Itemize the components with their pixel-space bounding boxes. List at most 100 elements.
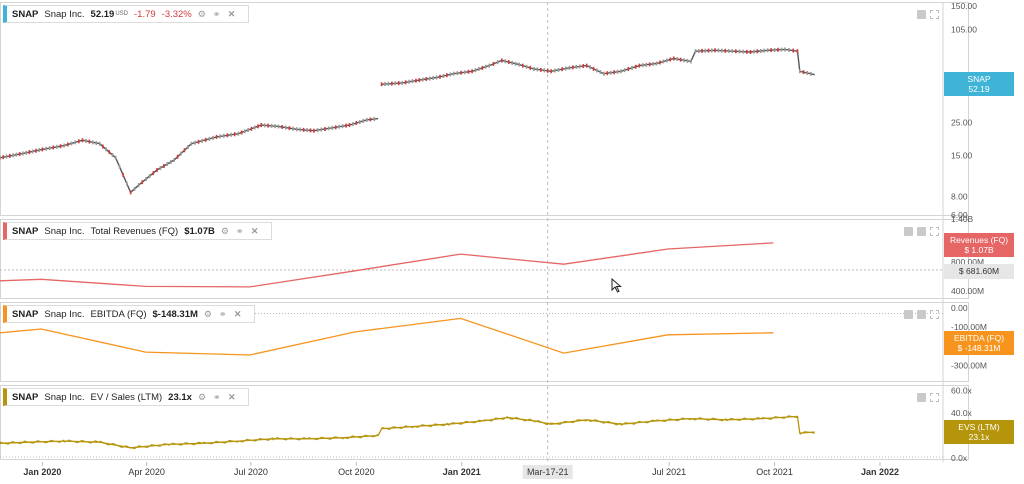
price-candle-up	[652, 61, 654, 66]
panel-expand-button[interactable]	[930, 393, 939, 402]
price-candle-down	[507, 60, 510, 65]
price-legend-company: Snap Inc.	[44, 8, 85, 20]
panel-collapse-button[interactable]	[917, 10, 926, 19]
price-candle-up	[631, 65, 633, 70]
price-candle-down	[240, 130, 243, 135]
price-candle-down	[638, 63, 641, 68]
price-candle-up	[95, 141, 98, 146]
price-candle-down	[67, 142, 69, 147]
price-series-line	[381, 48, 815, 85]
price-candle-up	[247, 128, 249, 133]
price-candle-up	[253, 125, 256, 130]
price-candle-up	[452, 71, 455, 76]
panel-move-button[interactable]	[917, 227, 926, 236]
price-candle-up	[578, 64, 581, 69]
panel-collapse-button[interactable]	[904, 227, 913, 236]
price-candle-down	[572, 65, 574, 70]
revenue-legend[interactable]: SNAP Snap Inc. Total Revenues (FQ) $1.07…	[3, 222, 272, 240]
close-icon[interactable]: ✕	[250, 225, 259, 236]
panel-expand-button[interactable]	[930, 227, 939, 236]
price-candle-down	[439, 74, 441, 79]
price-candle-up	[704, 48, 707, 53]
x-tick-label: Oct 2020	[338, 467, 375, 477]
panel-expand-button[interactable]	[930, 10, 939, 19]
price-candle-down	[176, 154, 179, 159]
price-panel-frame	[0, 2, 969, 216]
price-badge-ticker: SNAP	[967, 74, 991, 84]
price-candle-down	[540, 67, 542, 72]
price-candle-up	[742, 49, 744, 54]
x-tick-label: Jul 2020	[234, 467, 268, 477]
settings-icon[interactable]: ⚙	[203, 308, 212, 319]
ebitda-series-line	[0, 317, 774, 356]
price-candle-up	[554, 68, 556, 73]
revenue-y-tick-label: 800.00M	[951, 257, 984, 267]
price-candle-up	[463, 70, 466, 75]
close-icon[interactable]: ✕	[233, 308, 242, 319]
price-candle-down	[369, 117, 372, 122]
price-candle-up	[270, 123, 273, 128]
settings-icon[interactable]: ⚙	[220, 225, 229, 236]
ebitda-legend-metric: EBITDA (FQ)	[90, 308, 147, 320]
settings-icon[interactable]: ⚙	[197, 8, 206, 19]
price-candle-down	[309, 128, 312, 133]
price-candle-down	[471, 69, 473, 74]
price-candle-down	[529, 65, 532, 70]
price-candle-down	[756, 49, 759, 54]
price-legend[interactable]: SNAP Snap Inc. 52.19 USD -1.79 -3.32% ⚙ …	[3, 5, 249, 23]
evs-series-detail	[99, 440, 131, 449]
price-candle-down	[749, 50, 752, 55]
price-candle-up	[201, 138, 203, 143]
evs-series-detail	[551, 419, 587, 425]
x-tick-label: Jan 2021	[443, 467, 481, 477]
link-icon[interactable]: ⚭	[212, 8, 221, 19]
price-candle-down	[648, 62, 651, 67]
price-candle-up	[511, 60, 513, 65]
x-tick-label: Oct 2021	[756, 467, 793, 477]
price-candle-down	[627, 67, 630, 72]
price-candle-down	[41, 147, 44, 152]
price-legend-ticker: SNAP	[12, 8, 39, 20]
price-candle-up	[230, 132, 232, 137]
price-candle-up	[518, 62, 520, 67]
price-candle-down	[746, 49, 748, 54]
price-candle-down	[233, 132, 236, 137]
price-candle-down	[204, 137, 207, 142]
evs-badge: EVS (LTM) 23.1x	[944, 420, 1014, 444]
link-icon[interactable]: ⚭	[218, 308, 227, 319]
price-candle-up	[145, 177, 147, 182]
price-candle-up	[277, 124, 280, 129]
evs-series-detail	[130, 443, 169, 450]
panel-move-button[interactable]	[917, 310, 926, 319]
close-icon[interactable]: ✕	[227, 8, 236, 19]
evs-series-detail	[656, 417, 692, 423]
price-candle-down	[701, 48, 703, 53]
ebitda-badge-label: EBITDA (FQ)	[953, 333, 1005, 343]
price-legend-currency: USD	[115, 11, 128, 17]
price-candle-down	[634, 64, 637, 69]
panel-collapse-button[interactable]	[917, 393, 926, 402]
price-candle-down	[108, 150, 111, 155]
ebitda-y-tick-label: -300.00M	[951, 361, 987, 371]
panel-expand-button[interactable]	[930, 310, 939, 319]
link-icon[interactable]: ⚭	[235, 225, 244, 236]
price-candle-up	[599, 70, 602, 75]
price-candle-up	[609, 70, 612, 75]
evs-series-detail	[447, 419, 484, 426]
price-candle-up	[536, 67, 539, 72]
close-icon[interactable]: ✕	[227, 391, 236, 402]
panel-collapse-button[interactable]	[904, 310, 913, 319]
price-legend-change: -1.79	[134, 8, 156, 20]
evs-legend[interactable]: SNAP Snap Inc. EV / Sales (LTM) 23.1x ⚙ …	[3, 388, 249, 406]
settings-icon[interactable]: ⚙	[197, 391, 207, 402]
evs-series-detail	[28, 439, 65, 444]
price-candle-up	[263, 123, 266, 128]
price-candle-down	[425, 77, 428, 82]
ebitda-legend[interactable]: SNAP Snap Inc. EBITDA (FQ) $-148.31M ⚙ ⚭…	[3, 305, 255, 323]
price-candle-up	[358, 119, 361, 124]
price-candle-down	[672, 56, 675, 61]
price-candle-down	[669, 57, 672, 62]
evs-series-detail	[413, 422, 449, 428]
link-icon[interactable]: ⚭	[212, 391, 221, 402]
